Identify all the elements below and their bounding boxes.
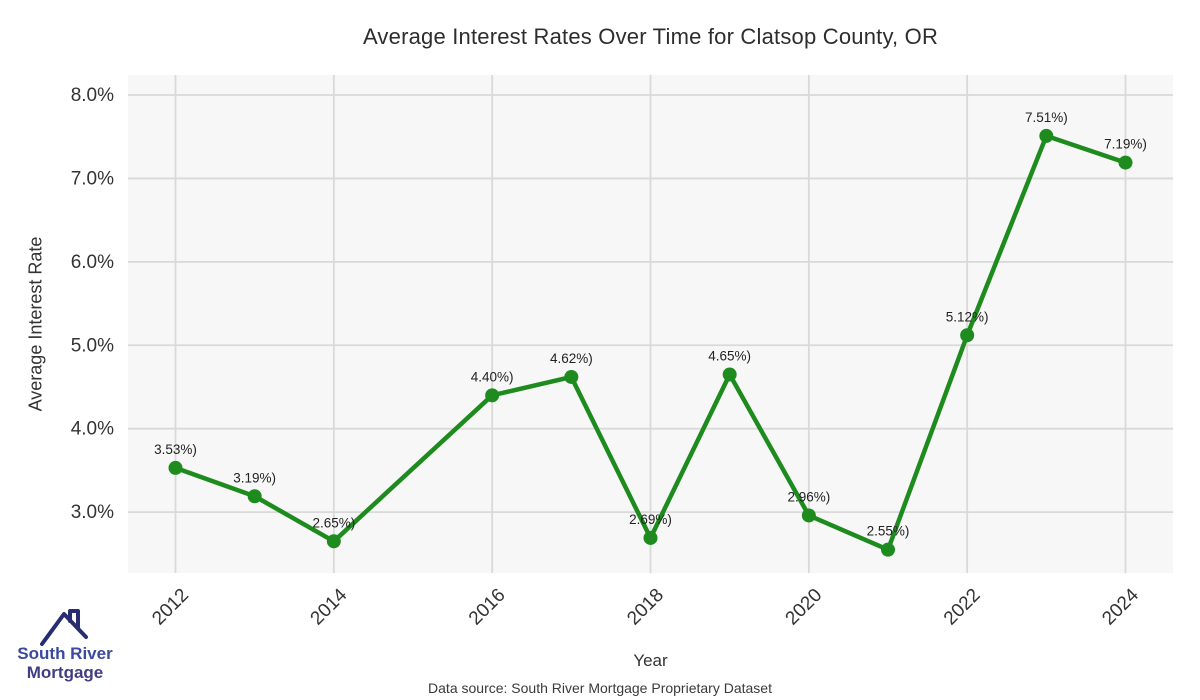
x-axis-title: Year xyxy=(633,651,668,670)
x-tick-label: 2018 xyxy=(623,585,668,630)
x-tick-label: 2014 xyxy=(307,584,352,629)
data-point xyxy=(564,369,579,384)
data-point-label: 3.53%) xyxy=(154,442,197,457)
data-point-label: 3.19%) xyxy=(233,470,276,485)
y-tick-label: 8.0% xyxy=(71,85,114,106)
y-axis-title: Average Interest Rate xyxy=(25,236,46,412)
y-tick-label: 3.0% xyxy=(71,502,114,523)
data-point xyxy=(643,530,658,545)
data-point-label: 2.65%) xyxy=(312,515,355,530)
y-tick-label: 7.0% xyxy=(71,168,114,189)
data-point-label: 2.69%) xyxy=(629,512,672,527)
data-point-label: 4.62%) xyxy=(550,351,593,366)
data-point-label: 4.65%) xyxy=(708,348,751,363)
data-point xyxy=(1039,128,1054,143)
x-tick-label: 2016 xyxy=(465,585,510,630)
data-point-label: 4.40%) xyxy=(471,369,514,384)
data-line xyxy=(173,133,1128,552)
data-point-label: 5.12%) xyxy=(946,309,989,324)
data-point xyxy=(722,367,737,382)
data-point xyxy=(960,328,975,343)
chart-title: Average Interest Rates Over Time for Cla… xyxy=(362,24,939,49)
data-point xyxy=(1118,155,1133,170)
y-tick-label: 4.0% xyxy=(71,419,114,440)
x-tick-label: 2020 xyxy=(782,585,827,630)
y-tick-label: 5.0% xyxy=(71,335,114,356)
data-point-label: 2.96%) xyxy=(787,489,830,504)
data-point xyxy=(801,508,816,523)
x-tick-label: 2022 xyxy=(940,585,985,630)
logo: South River Mortgage xyxy=(10,608,120,682)
data-point xyxy=(247,489,262,504)
logo-text-line2: Mortgage xyxy=(26,663,104,682)
data-point xyxy=(168,460,183,475)
data-point-label: 2.55%) xyxy=(867,524,910,539)
data-point xyxy=(485,388,500,403)
house-roof-icon xyxy=(40,609,88,646)
data-point-label: 7.19%) xyxy=(1104,137,1147,152)
x-tick-label: 2024 xyxy=(1098,584,1143,629)
y-tick-label: 6.0% xyxy=(71,252,114,273)
data-point-label: 7.51%) xyxy=(1025,110,1068,125)
data-point xyxy=(326,534,341,549)
data-point xyxy=(881,542,895,557)
data-source-note: Data source: South River Mortgage Propri… xyxy=(428,680,772,696)
logo-text-line1: South River xyxy=(17,644,113,663)
x-tick-label: 2012 xyxy=(148,585,193,630)
